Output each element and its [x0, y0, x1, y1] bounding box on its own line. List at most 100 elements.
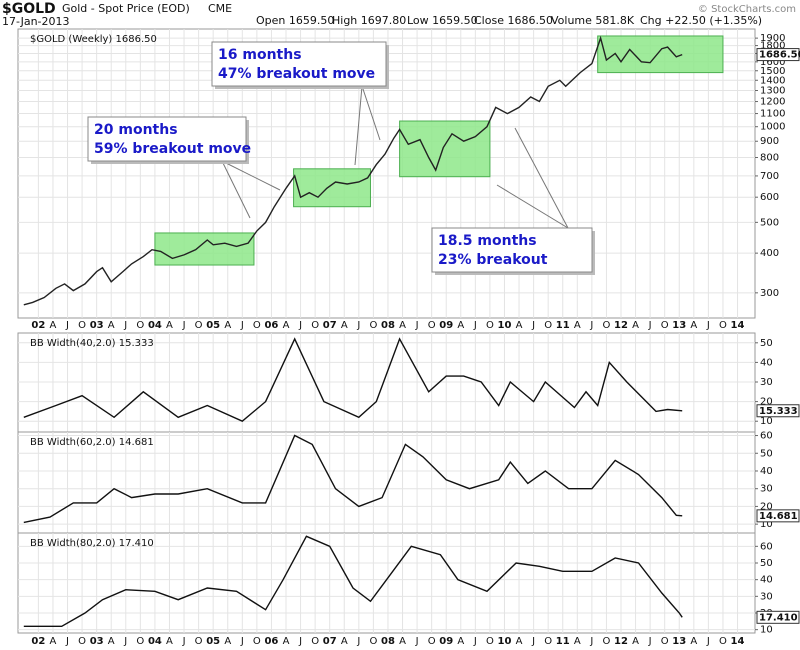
callout-box — [211, 41, 387, 87]
data-line — [23, 35, 683, 306]
y-tick-label: 40 — [760, 575, 773, 586]
callout-text: 23% breakout — [438, 252, 548, 268]
x-tick-label: 14 — [731, 636, 745, 647]
x-tick-label: O — [428, 636, 436, 647]
x-tick-label: O — [253, 320, 261, 331]
x-tick-label: J — [356, 636, 360, 647]
x-tick-label: O — [369, 636, 377, 647]
x-tick-label: 11 — [556, 636, 570, 647]
x-tick-label: A — [283, 636, 290, 647]
panel-title: BB Width(80,2.0) 17.410 — [30, 538, 154, 549]
y-tick-label: 30 — [760, 377, 773, 388]
callout-box — [87, 116, 247, 162]
x-tick-label: J — [182, 636, 186, 647]
x-tick-label: O — [311, 636, 319, 647]
y-tick-label: 1000 — [760, 122, 785, 133]
last-value-box — [756, 48, 800, 62]
x-tick-label: 06 — [264, 636, 278, 647]
callout-pointer — [361, 85, 381, 141]
x-tick-label: 14 — [731, 320, 745, 331]
x-tick-label: J — [298, 636, 302, 647]
data-line — [23, 434, 683, 524]
x-tick-label: O — [136, 320, 144, 331]
x-tick-label: O — [719, 320, 727, 331]
x-tick-label: 09 — [439, 636, 453, 647]
x-tick-label: A — [50, 320, 57, 331]
x-tick-label: O — [544, 320, 552, 331]
callout-pointer — [221, 160, 281, 191]
x-tick-label: O — [602, 320, 610, 331]
x-tick-label: O — [428, 320, 436, 331]
last-value-box — [756, 404, 800, 418]
last-value-box — [756, 610, 800, 624]
x-tick-label: A — [632, 320, 639, 331]
y-tick-label: 900 — [760, 136, 779, 147]
x-tick-label: A — [224, 320, 231, 331]
x-tick-label: J — [473, 636, 477, 647]
x-tick-label: O — [719, 636, 727, 647]
x-tick-label: O — [661, 636, 669, 647]
x-tick-label: O — [661, 320, 669, 331]
x-tick-label: A — [457, 636, 464, 647]
y-tick-label: 500 — [760, 217, 779, 228]
y-tick-label: 10 — [760, 519, 773, 530]
x-tick-label: O — [486, 636, 494, 647]
y-tick-label: 60 — [760, 541, 773, 552]
y-tick-label: 10 — [760, 416, 773, 427]
last-value-label: 15.333 — [759, 406, 798, 417]
x-tick-label: 08 — [381, 636, 395, 647]
x-tick-label: A — [516, 320, 523, 331]
x-tick-label: J — [589, 320, 593, 331]
x-tick-label: O — [78, 636, 86, 647]
last-value-label: 1686.50 — [759, 50, 800, 61]
x-tick-label: A — [516, 636, 523, 647]
x-tick-label: A — [166, 320, 173, 331]
description: Gold - Spot Price (EOD) — [62, 2, 190, 15]
y-tick-label: 400 — [760, 248, 779, 259]
y-tick-label: 1900 — [760, 33, 785, 44]
x-tick-label: A — [283, 320, 290, 331]
callout-pointer — [354, 85, 363, 166]
y-tick-label: 1300 — [760, 85, 785, 96]
x-tick-label: J — [240, 636, 244, 647]
symbol: $GOLD — [2, 1, 56, 17]
highlight-box — [293, 168, 371, 208]
x-tick-label: O — [195, 320, 203, 331]
x-tick-label: A — [399, 636, 406, 647]
x-tick-label: 12 — [614, 320, 628, 331]
data-line — [23, 535, 683, 627]
x-tick-label: 05 — [206, 636, 220, 647]
x-tick-label: J — [298, 320, 302, 331]
x-tick-label: 07 — [323, 636, 337, 647]
x-tick-label: J — [415, 320, 419, 331]
y-tick-label: 30 — [760, 484, 773, 495]
callout-text: 20 months — [94, 122, 178, 138]
y-tick-label: 40 — [760, 357, 773, 368]
x-tick-label: 08 — [381, 320, 395, 331]
x-tick-label: 12 — [614, 636, 628, 647]
x-tick-label: 02 — [31, 320, 45, 331]
x-tick-label: J — [65, 320, 69, 331]
callout-pointer — [514, 127, 569, 229]
x-tick-label: J — [182, 320, 186, 331]
x-tick-label: J — [65, 636, 69, 647]
x-tick-label: 02 — [31, 636, 45, 647]
y-tick-label: 1800 — [760, 41, 785, 52]
x-tick-label: A — [341, 636, 348, 647]
date: 17-Jan-2013 — [2, 15, 70, 28]
x-tick-label: J — [473, 320, 477, 331]
x-tick-label: 03 — [90, 320, 104, 331]
y-tick-label: 50 — [760, 558, 773, 569]
x-tick-label: O — [369, 320, 377, 331]
x-tick-label: A — [457, 320, 464, 331]
x-tick-label: O — [486, 320, 494, 331]
callout-pointer — [221, 160, 251, 219]
panel-title: $GOLD (Weekly) 1686.50 — [30, 34, 157, 45]
x-tick-label: 04 — [148, 320, 162, 331]
x-tick-label: J — [123, 320, 127, 331]
x-tick-label: J — [589, 636, 593, 647]
x-tick-label: O — [311, 320, 319, 331]
x-tick-label: A — [166, 636, 173, 647]
y-tick-label: 20 — [760, 397, 773, 408]
x-tick-label: 10 — [498, 320, 512, 331]
